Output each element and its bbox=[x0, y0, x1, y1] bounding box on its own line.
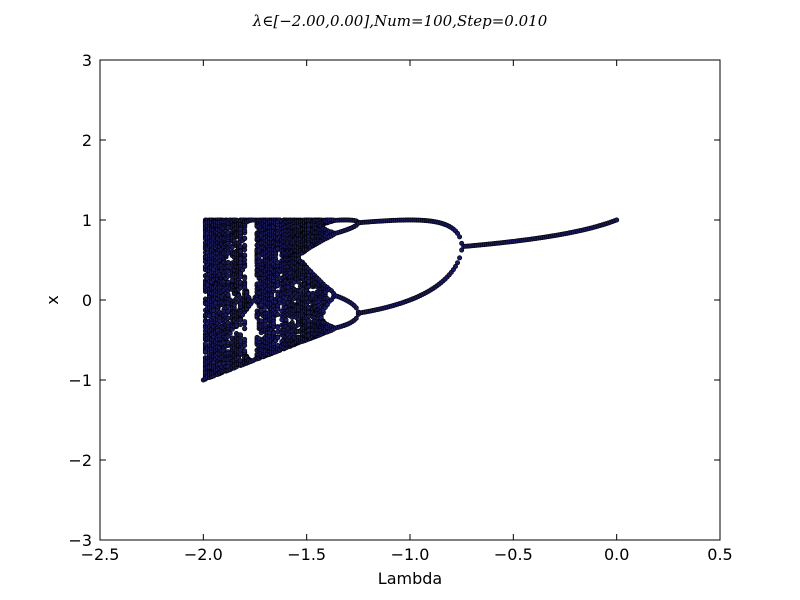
data-point bbox=[242, 275, 248, 281]
data-point bbox=[455, 260, 461, 266]
data-point bbox=[225, 315, 231, 321]
data-point bbox=[256, 253, 262, 259]
y-axis-label: x bbox=[43, 295, 62, 304]
data-point bbox=[225, 308, 231, 314]
data-point bbox=[242, 348, 248, 354]
data-point bbox=[275, 324, 281, 330]
chart-title: λ∈[−2.00,0.00],Num=100,Step=0.010 bbox=[252, 12, 548, 30]
y-tick-label: 0 bbox=[82, 291, 92, 310]
data-point bbox=[306, 291, 312, 297]
data-point bbox=[238, 332, 244, 338]
data-point bbox=[306, 304, 312, 310]
data-point bbox=[271, 321, 277, 327]
data-point bbox=[217, 318, 223, 324]
data-point bbox=[238, 338, 244, 344]
data-point bbox=[297, 288, 303, 294]
x-tick-label: 0.5 bbox=[707, 545, 732, 564]
data-point bbox=[275, 306, 281, 312]
data-point bbox=[306, 284, 312, 290]
data-point bbox=[238, 274, 244, 280]
data-point bbox=[242, 252, 248, 258]
data-point bbox=[242, 319, 248, 325]
data-point bbox=[256, 336, 262, 342]
data-point bbox=[225, 225, 231, 231]
data-point bbox=[238, 256, 244, 262]
y-tick-label: −3 bbox=[68, 531, 92, 550]
data-point bbox=[275, 246, 281, 252]
data-point bbox=[306, 310, 312, 316]
data-point bbox=[225, 229, 231, 235]
x-tick-label: −2.0 bbox=[184, 545, 223, 564]
data-point bbox=[238, 285, 244, 291]
data-point bbox=[306, 222, 312, 228]
scatter-points bbox=[200, 217, 620, 383]
data-point bbox=[211, 307, 217, 313]
data-point bbox=[227, 330, 233, 336]
x-tick-label: −1.0 bbox=[391, 545, 430, 564]
data-point bbox=[225, 292, 231, 298]
data-point bbox=[225, 250, 231, 256]
data-point bbox=[275, 311, 281, 317]
y-tick-label: −2 bbox=[68, 451, 92, 470]
data-point bbox=[225, 268, 231, 274]
data-point bbox=[295, 322, 301, 328]
data-point bbox=[242, 336, 248, 342]
data-point bbox=[614, 217, 620, 223]
x-tick-label: 0.0 bbox=[604, 545, 629, 564]
y-tick-label: −1 bbox=[68, 371, 92, 390]
data-point bbox=[271, 330, 277, 336]
data-point bbox=[211, 312, 217, 318]
data-point bbox=[225, 273, 231, 279]
data-point bbox=[242, 235, 248, 241]
data-point bbox=[242, 284, 248, 290]
data-point bbox=[306, 322, 312, 328]
data-point bbox=[306, 226, 312, 232]
data-point bbox=[242, 342, 248, 348]
x-tick-label: −0.5 bbox=[494, 545, 533, 564]
data-point bbox=[225, 339, 231, 345]
data-point bbox=[275, 342, 281, 348]
data-point bbox=[238, 248, 244, 254]
data-point bbox=[275, 282, 281, 288]
data-point bbox=[242, 263, 248, 269]
data-point bbox=[229, 278, 235, 284]
data-point bbox=[295, 279, 301, 285]
data-point bbox=[238, 244, 244, 250]
data-point bbox=[225, 259, 231, 265]
data-point bbox=[275, 259, 281, 265]
data-point bbox=[238, 317, 244, 323]
data-point bbox=[275, 329, 281, 335]
data-point bbox=[233, 323, 239, 329]
data-point bbox=[258, 307, 264, 313]
data-point bbox=[283, 296, 289, 302]
data-point bbox=[242, 325, 248, 331]
data-point bbox=[457, 255, 463, 261]
data-point bbox=[238, 322, 244, 328]
data-point bbox=[242, 242, 248, 248]
x-tick-label: −1.5 bbox=[287, 545, 326, 564]
data-point bbox=[275, 334, 281, 340]
data-point bbox=[285, 284, 291, 290]
y-tick-label: 1 bbox=[82, 211, 92, 230]
data-point bbox=[306, 327, 312, 333]
data-point bbox=[457, 234, 463, 240]
data-point bbox=[353, 305, 359, 311]
data-point bbox=[225, 320, 231, 326]
data-point bbox=[238, 279, 244, 285]
x-axis-label: Lambda bbox=[378, 569, 442, 588]
y-tick-label: 2 bbox=[82, 131, 92, 150]
y-tick-label: 3 bbox=[82, 51, 92, 70]
